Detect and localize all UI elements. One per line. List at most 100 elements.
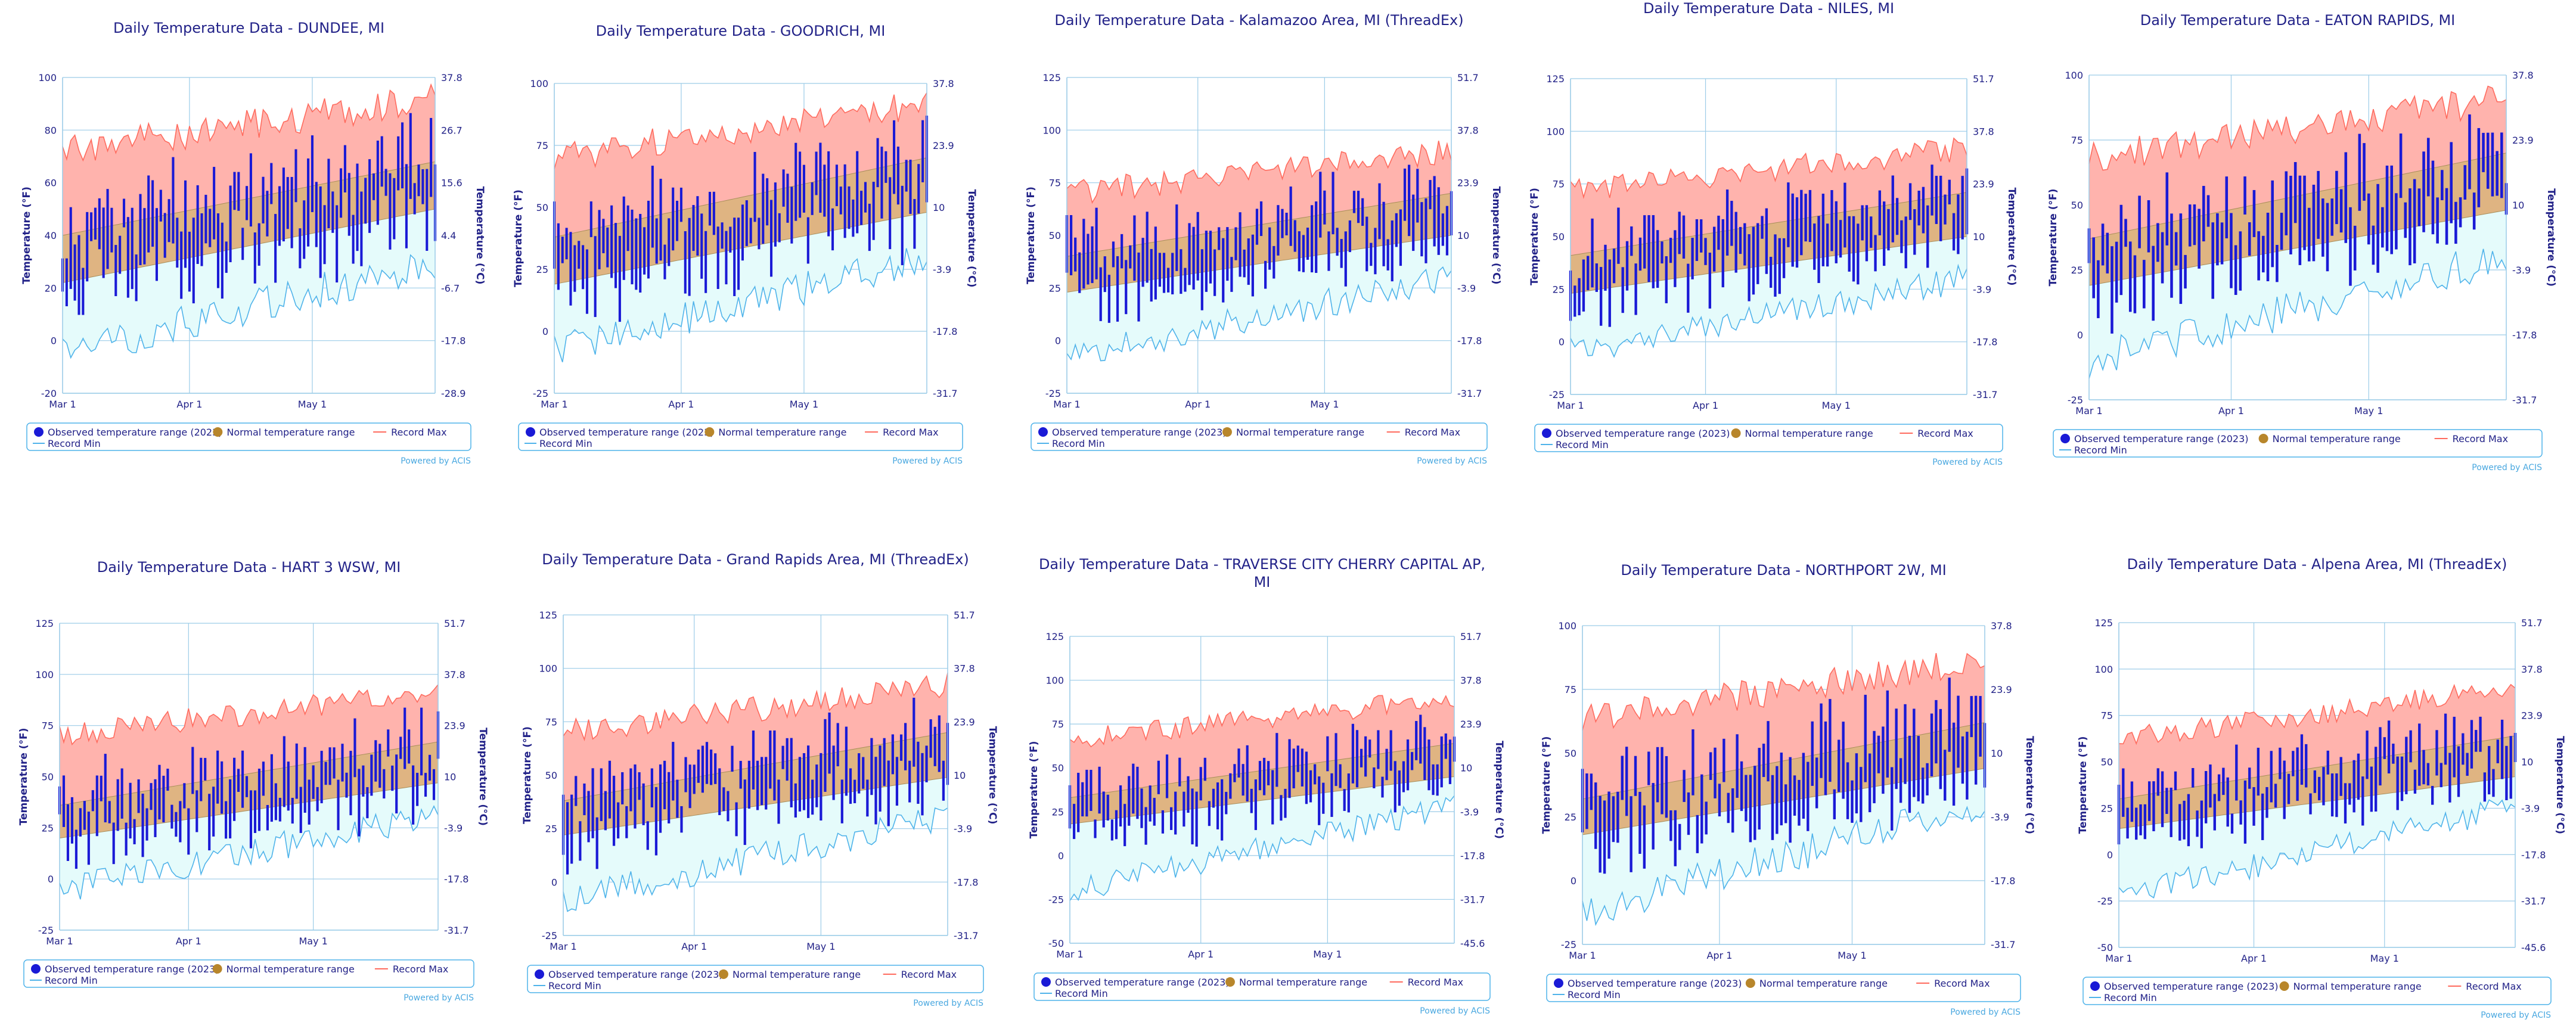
legend-normal-swatch — [1745, 978, 1755, 988]
observed-bar — [94, 207, 97, 240]
observed-bar — [2496, 739, 2499, 763]
legend-normal-swatch — [1225, 977, 1235, 987]
observed-bar — [1722, 738, 1725, 782]
observed-bar — [721, 222, 724, 249]
observed-bar — [1340, 239, 1343, 268]
observed-bar — [701, 745, 704, 793]
observed-bar — [1368, 739, 1371, 758]
y2-axis-title: Temperature (°C) — [1490, 186, 1502, 285]
observed-bar — [2170, 213, 2173, 298]
observed-bar — [1882, 726, 1885, 794]
observed-bar — [659, 764, 662, 833]
observed-bar — [625, 806, 628, 838]
y2-axis-title: Temperature (°C) — [2006, 188, 2018, 286]
observed-bar — [831, 208, 834, 251]
y-axis-title: Temperature (°F) — [18, 728, 30, 826]
observed-bar — [1791, 193, 1794, 267]
observed-bar — [1718, 784, 1721, 817]
observed-bar — [1216, 782, 1219, 829]
observed-bar — [364, 178, 367, 224]
observed-bar — [2426, 138, 2430, 197]
x-tick-label: Apr 1 — [2241, 953, 2267, 964]
observed-bar — [2225, 176, 2229, 238]
observed-bar — [1427, 739, 1430, 791]
observed-bar — [786, 173, 789, 223]
observed-bar — [2280, 213, 2283, 250]
observed-bar — [327, 158, 330, 229]
legend-record-max: Record Max — [393, 963, 448, 975]
observed-bar — [345, 772, 348, 798]
legend-box — [23, 959, 474, 988]
observed-bar — [2349, 207, 2352, 286]
observed-bar — [253, 790, 257, 834]
record-min-area — [1070, 776, 1454, 901]
observed-bar — [1921, 767, 1925, 804]
observed-bar — [2178, 804, 2181, 841]
observed-bar — [1326, 736, 1329, 772]
observed-bar — [2348, 783, 2351, 805]
observed-bar — [1352, 191, 1356, 213]
observed-bar — [1839, 220, 1842, 258]
y-tick-label: 75 — [2101, 710, 2113, 722]
observed-bar — [672, 742, 675, 801]
y2-axis-title: Temperature (°C) — [966, 189, 977, 288]
observed-bar — [2187, 794, 2190, 847]
x-tick-label: Mar 1 — [1056, 949, 1083, 960]
observed-bar — [1391, 220, 1393, 282]
y-tick-label: 50 — [1052, 763, 1064, 774]
observed-bar — [2296, 747, 2299, 801]
y2-tick-label: 23.9 — [1460, 719, 1482, 730]
y-tick-label: 125 — [2094, 617, 2113, 629]
observed-bar — [2330, 773, 2334, 817]
observed-bar — [798, 757, 802, 812]
observed-bar — [2211, 222, 2214, 299]
observed-bar — [339, 168, 343, 218]
observed-bar — [1826, 223, 1829, 267]
y-tick-label: -50 — [1048, 938, 1064, 949]
x-tick-label: May 1 — [298, 399, 327, 410]
chart-panel: Daily Temperature Data - HART 3 WSW, MI -… — [18, 559, 489, 1003]
record-max-line — [62, 83, 436, 162]
credit-label: Powered by ACIS — [401, 456, 471, 466]
observed-bar — [688, 217, 691, 296]
observed-bar — [1745, 775, 1748, 822]
legend-box — [1534, 424, 2003, 452]
observed-bar — [2092, 237, 2095, 299]
observed-bar — [172, 157, 175, 244]
observed-bar — [409, 113, 412, 199]
chart-panel: Daily Temperature Data - NILES, MI -25 0 25… — [1529, 0, 2018, 467]
observed-bar — [917, 164, 920, 214]
observed-bar — [626, 205, 629, 251]
observed-bar — [836, 723, 839, 767]
observed-bar — [2266, 212, 2270, 282]
observed-bar — [761, 757, 764, 806]
observed-bar — [827, 151, 830, 237]
observed-bar — [2387, 720, 2391, 774]
y2-tick-label: 23.9 — [954, 716, 975, 728]
observed-bar — [582, 245, 585, 290]
legend-normal: Normal temperature range — [718, 427, 846, 438]
observed-bar — [2303, 175, 2306, 250]
observed-bar — [1334, 733, 1337, 787]
observed-bar — [618, 235, 621, 322]
y2-tick-label: -45.6 — [2521, 942, 2546, 953]
observed-bar — [1141, 238, 1144, 287]
observed-bar — [1378, 183, 1381, 240]
observed-bar — [1674, 230, 1677, 287]
observed-bar — [1926, 205, 1929, 268]
observed-bar — [1793, 775, 1796, 816]
y-tick-label: -25 — [542, 930, 557, 941]
observed-bar — [849, 768, 852, 804]
observed-bar — [722, 787, 725, 812]
observed-bar — [2152, 245, 2155, 321]
observed-bar — [179, 801, 182, 843]
observed-bar — [2453, 716, 2456, 778]
observed-bar — [1926, 763, 1929, 795]
observed-bar — [183, 783, 186, 809]
observed-bar — [2372, 225, 2375, 265]
observed-bar — [1107, 275, 1110, 323]
observed-bar — [743, 779, 746, 846]
observed-bar — [815, 151, 818, 195]
observed-bar — [2200, 800, 2203, 848]
